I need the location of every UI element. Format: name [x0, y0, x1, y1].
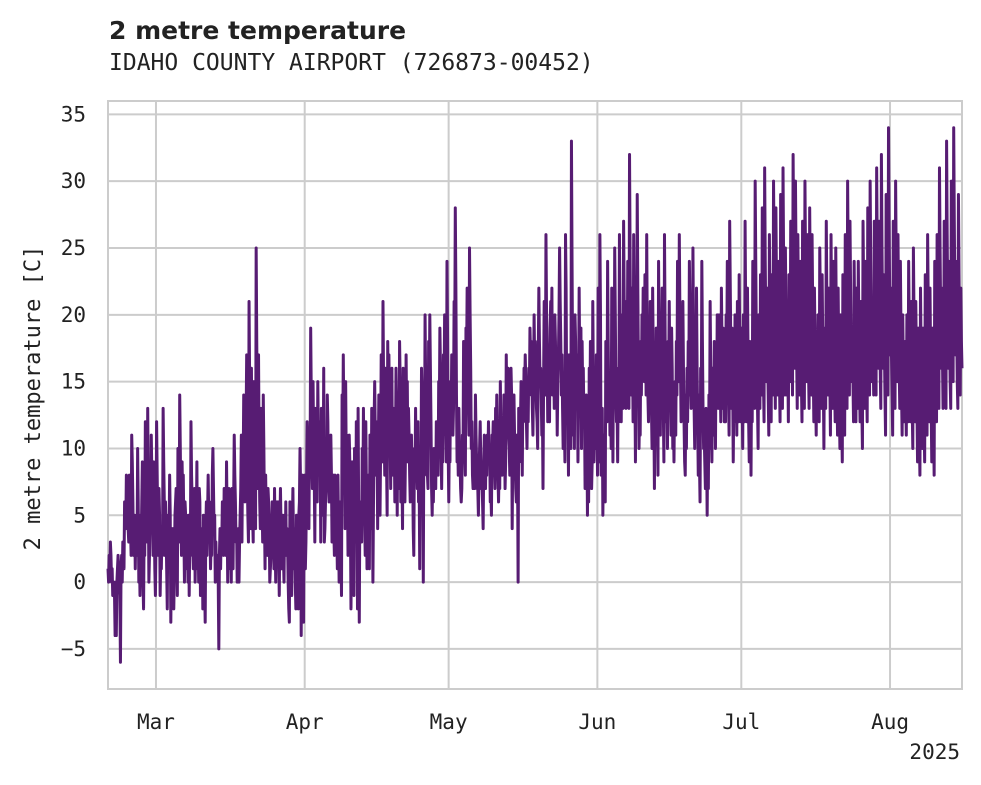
x-tick-label: Aug: [871, 710, 909, 734]
plot-frame: [107, 100, 963, 690]
x-tick-label: Jun: [578, 710, 616, 734]
y-tick-label: 25: [61, 236, 86, 260]
y-tick-label: 5: [73, 503, 86, 527]
x-tick-label: Jul: [722, 710, 760, 734]
temperature-series-line: [106, 126, 964, 664]
chart-title: 2 metre temperature: [109, 16, 407, 45]
y-tick-label: 0: [73, 570, 86, 594]
x-tick-label: May: [430, 710, 468, 734]
x-tick-label: Mar: [137, 710, 175, 734]
y-tick-label: 10: [61, 436, 86, 460]
y-tick-label: 15: [61, 370, 86, 394]
y-tick-label: 35: [61, 102, 86, 126]
y-axis-title: 2 metre temperature [C]: [21, 246, 46, 551]
chart-subtitle: IDAHO COUNTY AIRPORT (726873-00452): [109, 50, 594, 76]
x-tick-label: Apr: [286, 710, 324, 734]
y-axis: 35 30 25 20 15 10 5 0 −5: [61, 102, 86, 661]
series-layer: [106, 126, 964, 664]
y-tick-label: 20: [61, 303, 86, 327]
y-tick-label: 30: [61, 169, 86, 193]
x-axis: Mar Apr May Jun Jul Aug: [137, 710, 909, 734]
y-tick-label: −5: [61, 637, 86, 661]
x-axis-year-label: 2025: [909, 740, 960, 764]
